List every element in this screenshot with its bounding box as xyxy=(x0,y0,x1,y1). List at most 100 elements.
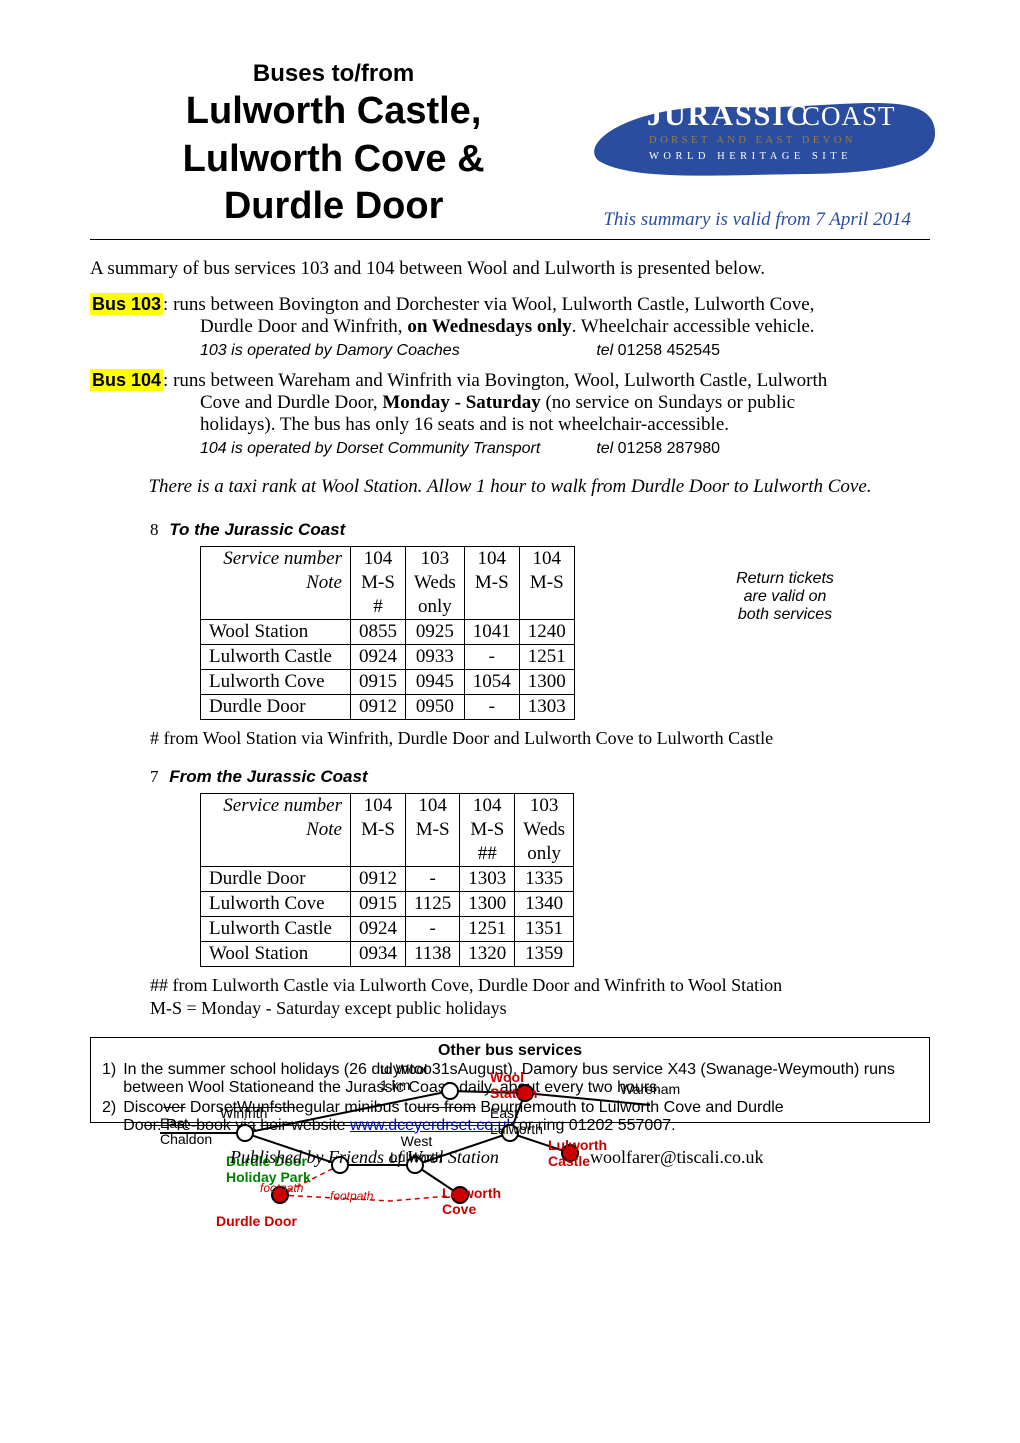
bus-104-label: Bus 104 xyxy=(90,369,163,391)
time-cell: 0933 xyxy=(406,644,465,669)
bus-104-c3: holidays). The bus has only 16 seats and… xyxy=(200,414,729,435)
header-cell: M-S xyxy=(519,571,574,595)
tel-label: tel xyxy=(596,440,613,457)
logo-text-main: JURASSIC xyxy=(647,99,810,132)
table-from-title-text: From the Jurassic Coast xyxy=(169,767,367,786)
bus-103-bold: on Wednesdays only xyxy=(407,316,571,337)
bus-103-desc-lead: : runs between Bovington and Dorchester … xyxy=(163,294,814,315)
header-cell xyxy=(519,595,574,620)
bus-103-tel: 01258 452545 xyxy=(618,342,720,359)
bus-104-operator-line: 104 is operated by Dorset Community Tran… xyxy=(200,440,930,458)
header-cell: M-S xyxy=(406,818,460,842)
bus-104-body: Cove and Durdle Door, Monday - Saturday … xyxy=(200,392,930,436)
footnote-to: # from Wool Station via Winfrith, Durdle… xyxy=(150,728,930,749)
bus-103-tail: . Wheelchair accessible vehicle. xyxy=(572,316,815,337)
label-footpath-1: footpath xyxy=(260,1181,303,1195)
return-l3: both services xyxy=(738,606,832,623)
time-cell: 1251 xyxy=(460,916,515,941)
divider xyxy=(90,239,930,240)
header-cell: 104 xyxy=(464,546,519,571)
taxi-note: There is a taxi rank at Wool Station. Al… xyxy=(90,476,930,498)
time-cell: 1240 xyxy=(519,619,574,644)
title-line2: Lulworth Cove & xyxy=(90,136,577,184)
time-cell: 1041 xyxy=(464,619,519,644)
header-cell: 103 xyxy=(406,546,465,571)
valid-from: This summary is valid from 7 April 2014 xyxy=(577,209,937,231)
title-line1: Lulworth Castle, xyxy=(90,88,577,136)
stop-cell: Lulworth Cove xyxy=(201,669,351,694)
time-cell: 1303 xyxy=(519,694,574,719)
time-cell: 1300 xyxy=(519,669,574,694)
header-cell xyxy=(201,595,351,620)
header-cell: M-S xyxy=(351,571,406,595)
time-cell: 0915 xyxy=(351,891,406,916)
bus-103-label: Bus 103 xyxy=(90,293,163,315)
bus-104-tel: 01258 287980 xyxy=(618,440,720,457)
header-cell: 104 xyxy=(351,793,406,818)
route-map: EastChaldon Winfrith to Wool1 km Wareham… xyxy=(90,1073,930,1253)
arrow-up-icon: 7 xyxy=(150,767,159,786)
time-cell: 0945 xyxy=(406,669,465,694)
label-east-chaldon: EastChaldon xyxy=(160,1115,212,1147)
footnote-from-1: ## from Lulworth Castle via Lulworth Cov… xyxy=(150,975,930,996)
header-cell: Weds xyxy=(515,818,574,842)
time-cell: - xyxy=(464,644,519,669)
publisher-email: woolfarer@tiscali.co.uk xyxy=(590,1147,764,1168)
time-cell: - xyxy=(406,916,460,941)
intro-text: A summary of bus services 103 and 104 be… xyxy=(90,258,930,280)
bus-103-cont: Durdle Door and Winfrith, xyxy=(200,316,407,337)
time-cell: - xyxy=(406,866,460,891)
return-l2: are valid on xyxy=(744,588,827,605)
bus-103-operator-line: 103 is operated by Damory Coaches tel 01… xyxy=(200,342,930,360)
footnote-from-2: M-S = Monday - Saturday except public ho… xyxy=(150,998,930,1019)
time-cell: 0912 xyxy=(351,866,406,891)
header-cell: 104 xyxy=(351,546,406,571)
time-cell: 1335 xyxy=(515,866,574,891)
time-cell: 0855 xyxy=(351,619,406,644)
jurassic-coast-logo: JURASSIC COAST DORSET AND EAST DEVON WOR… xyxy=(577,73,937,193)
header-cell: 103 xyxy=(515,793,574,818)
title-block: Buses to/from Lulworth Castle, Lulworth … xyxy=(90,60,577,231)
time-cell: 0950 xyxy=(406,694,465,719)
table-to-section: 8 To the Jurassic Coast Service number10… xyxy=(150,520,930,720)
title-small: Buses to/from xyxy=(90,60,577,88)
header-cell: Service number xyxy=(201,793,351,818)
logo-text-main2: COAST xyxy=(802,101,896,131)
time-cell: 0925 xyxy=(406,619,465,644)
header-cell xyxy=(351,842,406,867)
bus-103-operator: 103 is operated by Damory Coaches xyxy=(200,342,460,360)
bus-104-block: Bus 104: runs between Wareham and Winfri… xyxy=(90,370,930,458)
tel-label: tel xyxy=(596,342,613,359)
time-cell: 1300 xyxy=(460,891,515,916)
label-winfrith: Winfrith xyxy=(220,1105,267,1121)
other-title: Other bus services xyxy=(101,1042,919,1060)
header-cell: Weds xyxy=(406,571,465,595)
publisher-text: Published by Friends of Wool Station xyxy=(230,1147,499,1168)
stop-cell: Lulworth Cove xyxy=(201,891,351,916)
time-cell: 1359 xyxy=(515,941,574,966)
time-cell: 0924 xyxy=(351,644,406,669)
table-to-title-text: To the Jurassic Coast xyxy=(169,520,345,539)
time-cell: 0934 xyxy=(351,941,406,966)
timetable-to: Service number104103104104NoteM-SWedsM-S… xyxy=(200,546,575,720)
header-cell: M-S xyxy=(351,818,406,842)
time-cell: 1351 xyxy=(515,916,574,941)
table-to-title: 8 To the Jurassic Coast xyxy=(150,520,930,540)
header-cell: Note xyxy=(201,571,351,595)
stop-cell: Wool Station xyxy=(201,941,351,966)
title-line3: Durdle Door xyxy=(90,183,577,231)
return-tickets-note: Return tickets are valid on both service… xyxy=(700,570,870,624)
header-cell: 104 xyxy=(519,546,574,571)
bus-104-bold: Monday - Saturday xyxy=(382,392,540,413)
header-cell xyxy=(464,595,519,620)
time-cell: 0915 xyxy=(351,669,406,694)
header: Buses to/from Lulworth Castle, Lulworth … xyxy=(90,60,930,231)
return-l1: Return tickets xyxy=(736,570,834,587)
header-cell: 104 xyxy=(406,793,460,818)
logo-column: JURASSIC COAST DORSET AND EAST DEVON WOR… xyxy=(577,73,937,231)
timetable-from: Service number104104104103NoteM-SM-SM-SW… xyxy=(200,793,574,967)
header-cell: M-S xyxy=(460,818,515,842)
table-from-title: 7 From the Jurassic Coast xyxy=(150,767,930,787)
label-wool-station: WoolStation xyxy=(490,1069,537,1101)
logo-sub1: DORSET AND EAST DEVON xyxy=(649,135,856,146)
